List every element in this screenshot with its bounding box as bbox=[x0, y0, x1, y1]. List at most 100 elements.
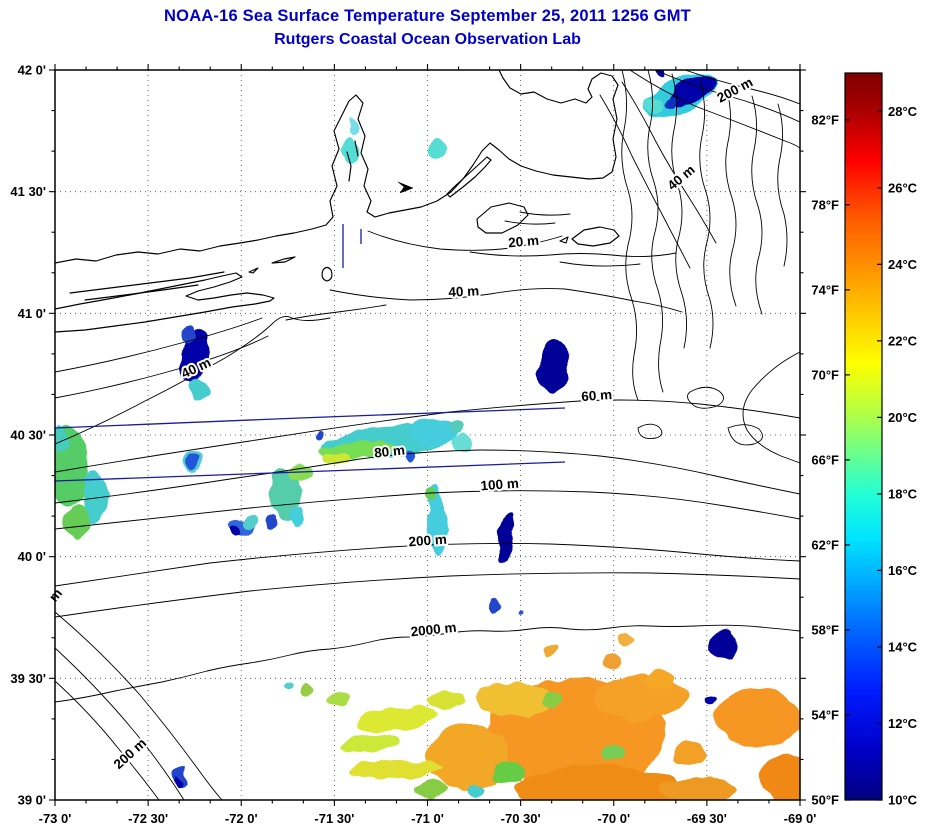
figure-title: NOAA-16 Sea Surface Temperature Septembe… bbox=[164, 7, 691, 25]
sst-patch bbox=[598, 743, 625, 762]
sst-patch bbox=[173, 777, 182, 788]
sst-patch bbox=[518, 609, 525, 616]
contour-path bbox=[329, 288, 683, 313]
contour-path bbox=[285, 304, 387, 321]
sst-patch bbox=[666, 98, 679, 109]
transect-layer bbox=[55, 224, 566, 482]
contour-path bbox=[559, 261, 641, 267]
contour-label: 60 m bbox=[581, 387, 613, 404]
transect-line bbox=[55, 461, 566, 482]
contour-label: 200 m bbox=[408, 532, 447, 550]
sst-patch bbox=[55, 428, 69, 453]
y-tick-label: 41 30' bbox=[10, 184, 46, 199]
coastline-path bbox=[397, 181, 414, 194]
sst-patch bbox=[541, 647, 556, 658]
contour-path bbox=[55, 449, 800, 504]
sst-patch bbox=[447, 421, 464, 434]
x-tick-label: -70 30' bbox=[501, 811, 541, 826]
colorbar-celsius-label: 14°C bbox=[888, 639, 918, 654]
x-tick-label: -69 30' bbox=[687, 811, 727, 826]
y-tick-label: 42 0' bbox=[18, 63, 46, 78]
sst-patch bbox=[407, 418, 456, 447]
coastline-path bbox=[446, 156, 492, 198]
sst-patch bbox=[468, 784, 487, 799]
sst-patch bbox=[489, 599, 500, 616]
sst-patch bbox=[654, 70, 665, 78]
colorbar-celsius-label: 16°C bbox=[888, 563, 918, 578]
sst-patch bbox=[491, 761, 524, 784]
sst-patch bbox=[659, 778, 740, 800]
contour-label: 100 m bbox=[480, 476, 519, 494]
contour-path bbox=[55, 611, 223, 800]
sst-patch bbox=[300, 684, 315, 695]
y-tick-label: 41 0' bbox=[18, 306, 46, 321]
colorbar-celsius-label: 24°C bbox=[888, 257, 918, 272]
x-tick-label: -72 30' bbox=[128, 811, 168, 826]
coastline-path bbox=[55, 70, 619, 264]
coastline-layer bbox=[55, 70, 620, 333]
sst-patch bbox=[227, 527, 240, 538]
contour-path bbox=[637, 423, 663, 439]
contour-path bbox=[469, 251, 677, 258]
colorbar-fahrenheit-label: 50°F bbox=[811, 793, 839, 808]
contour-path bbox=[55, 680, 160, 800]
y-tick-label: 40 30' bbox=[10, 428, 46, 443]
y-tick-label: 39 30' bbox=[10, 671, 46, 686]
axis-layer: -73 0' -72 30' -72 0' -71 30' -71 0' -70 30' -… bbox=[10, 63, 816, 827]
contour-path bbox=[55, 624, 800, 703]
x-tick-label: -72 0' bbox=[225, 811, 258, 826]
colorbar-celsius-label: 12°C bbox=[888, 716, 918, 731]
contour-path bbox=[671, 73, 687, 349]
sst-patch bbox=[537, 338, 569, 393]
colorbar-fahrenheit-label: 58°F bbox=[811, 622, 839, 637]
sst-patch bbox=[592, 676, 689, 721]
sst-patch bbox=[356, 706, 440, 732]
contour-path bbox=[777, 103, 788, 267]
colorbar-fahrenheit-label: 54°F bbox=[811, 707, 839, 722]
sst-patch bbox=[669, 75, 715, 105]
contour-path bbox=[55, 335, 269, 399]
colorbar bbox=[844, 72, 883, 801]
sst-patch bbox=[708, 631, 739, 658]
colorbar-celsius-label: 20°C bbox=[888, 410, 918, 425]
sst-patch bbox=[62, 507, 93, 540]
sst-patch bbox=[426, 725, 511, 790]
y-tick-label: 39 0' bbox=[18, 793, 46, 808]
sst-patch bbox=[707, 693, 718, 704]
colorbar-celsius-label: 10°C bbox=[888, 793, 918, 808]
contour-label: 2000 m bbox=[410, 620, 457, 640]
sst-patch bbox=[326, 692, 349, 707]
sst-patch bbox=[757, 754, 800, 800]
contour-path bbox=[504, 220, 556, 225]
contour-path bbox=[621, 70, 639, 401]
contour-path bbox=[55, 647, 185, 800]
colorbar-celsius-label: 26°C bbox=[888, 180, 918, 195]
coastline-path bbox=[248, 267, 259, 274]
sst-pixel-layer bbox=[55, 70, 800, 800]
x-tick-label: -69 0' bbox=[784, 811, 817, 826]
sst-patch bbox=[411, 782, 448, 799]
contour-label: 40 m bbox=[448, 283, 480, 300]
sst-patch bbox=[185, 455, 200, 470]
sst-patch bbox=[618, 635, 631, 644]
contour-path bbox=[55, 572, 800, 618]
sst-patch bbox=[644, 97, 665, 114]
sst-patch bbox=[269, 466, 302, 519]
contour-path bbox=[629, 70, 800, 149]
figure-subtitle: Rutgers Coastal Ocean Observation Lab bbox=[274, 31, 581, 48]
x-tick-label: -71 30' bbox=[314, 811, 354, 826]
y-tick-label: 40 0' bbox=[18, 549, 46, 564]
sst-patch bbox=[313, 431, 322, 440]
colorbar-celsius-label: 28°C bbox=[888, 104, 918, 119]
contour-label: 200 m bbox=[714, 74, 755, 105]
x-tick-label: -70 0' bbox=[597, 811, 630, 826]
coastline-path bbox=[354, 140, 359, 157]
contour-path bbox=[687, 386, 724, 409]
sst-patch bbox=[242, 516, 259, 529]
sst-patch bbox=[426, 483, 447, 556]
contour-path bbox=[55, 399, 800, 473]
coastline-path bbox=[69, 271, 225, 294]
contour-path bbox=[621, 81, 717, 244]
sst-patch bbox=[477, 681, 554, 718]
